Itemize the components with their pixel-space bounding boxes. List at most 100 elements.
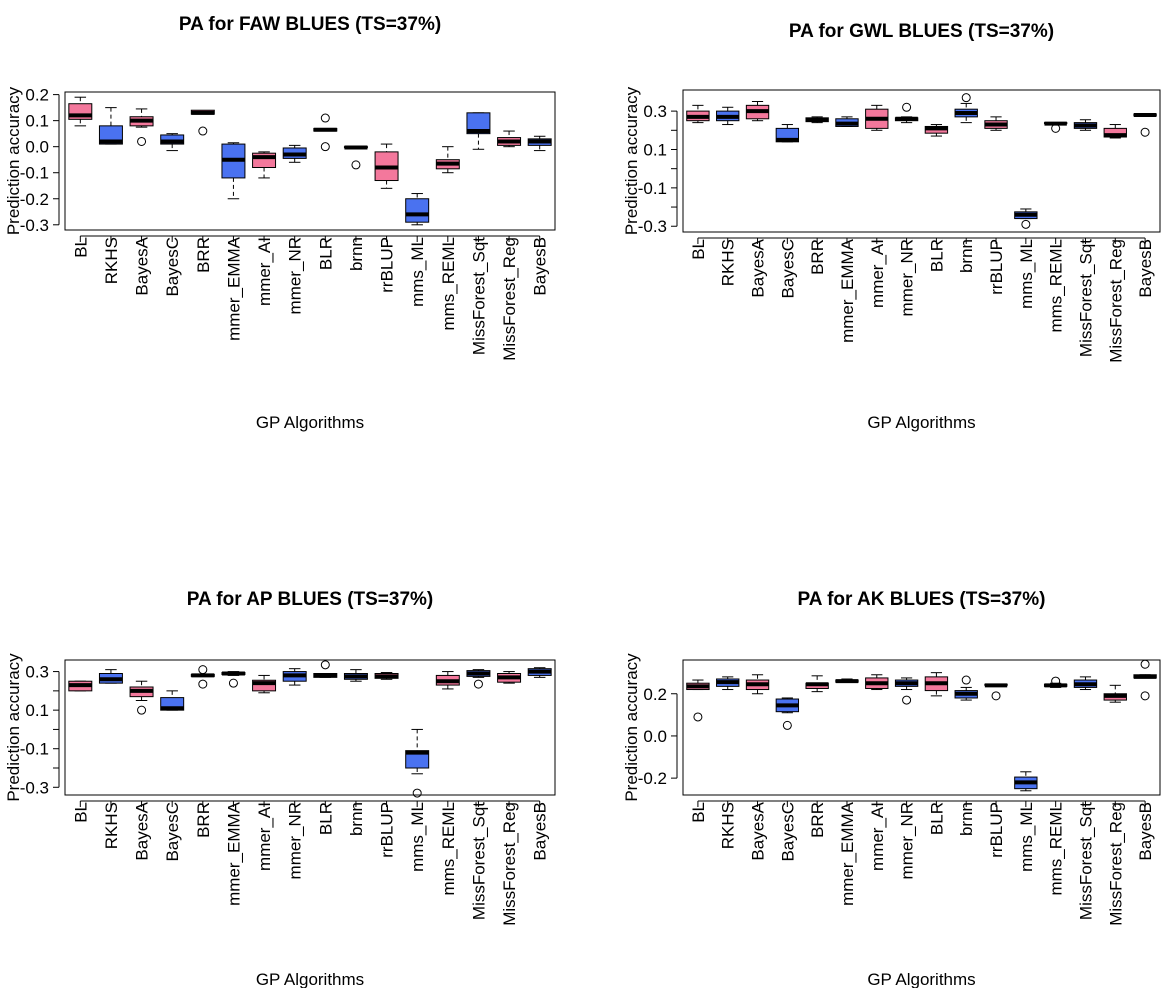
- x-tick-label: mms_ML: [1017, 239, 1036, 309]
- x-tick-label: BRR: [808, 239, 827, 275]
- y-tick-label: 0.3: [643, 102, 667, 121]
- y-tick-label: 0.1: [643, 140, 667, 159]
- x-tick-label: BayesA: [749, 801, 768, 860]
- chart-title: PA for AP BLUES (TS=37%): [187, 589, 434, 610]
- x-tick-label: BayesC: [778, 239, 797, 299]
- box-mmer_EMMA: [221, 671, 246, 688]
- x-tick-label: mms_REML: [1047, 239, 1066, 333]
- box-mmer_AI: [252, 674, 277, 694]
- y-tick-label: 0.0: [643, 727, 667, 746]
- x-tick-label: BRR: [194, 237, 213, 273]
- x-tick-label: BayesB: [531, 802, 550, 861]
- x-tick-label: MissForest_Reg: [1106, 802, 1125, 926]
- y-tick-label: 0.0: [25, 138, 49, 157]
- outlier-point: [198, 126, 208, 136]
- x-tick-label: rrBLUP: [378, 802, 397, 858]
- box-BLR: [924, 124, 949, 137]
- x-tick-label: BL: [689, 802, 708, 823]
- box-mmer_NR: [282, 668, 307, 686]
- chart-title: PA for AK BLUES (TS=37%): [798, 589, 1046, 610]
- box-MissForest_Sqt: [1073, 676, 1098, 691]
- x-tick-label: BayesC: [163, 237, 182, 297]
- box-MissForest_Sqt: [1073, 119, 1098, 131]
- x-tick-label: rrBLUP: [378, 237, 397, 293]
- x-axis-label: GP Algorithms: [867, 970, 975, 988]
- box-BRR: [190, 109, 215, 136]
- y-tick-label: -0.1: [638, 179, 667, 198]
- box-MissForest_Reg: [497, 130, 522, 148]
- y-tick-label: 0.2: [643, 685, 667, 704]
- box-mmer_EMMA: [835, 678, 859, 684]
- box-RKHS: [716, 106, 740, 126]
- box-BayesC: [160, 690, 185, 711]
- box-BRR: [190, 665, 215, 689]
- x-tick-label: rrBLUP: [987, 802, 1006, 858]
- box-BayesA: [129, 680, 154, 715]
- box-BayesA: [129, 108, 154, 146]
- box-rrBLUP: [984, 116, 1008, 131]
- outlier-point: [991, 691, 1001, 701]
- x-tick-label: RKHS: [102, 237, 121, 284]
- outlier-point: [1140, 691, 1150, 701]
- y-tick-label: 0.1: [25, 112, 49, 131]
- x-tick-label: BayesB: [1136, 239, 1155, 298]
- x-tick-label: BRR: [808, 802, 827, 838]
- box-BayesB: [527, 667, 552, 678]
- x-tick-label: mmer_NR: [898, 239, 917, 316]
- plot-frame: [682, 659, 1161, 796]
- x-tick-label: mms_REML: [439, 237, 458, 331]
- box-BayesC: [775, 697, 800, 730]
- box-BLR: [924, 672, 949, 697]
- x-tick-label: MissForest_Reg: [500, 802, 519, 926]
- box-BL: [686, 104, 710, 124]
- outlier-point: [320, 142, 330, 152]
- outlier-point: [693, 712, 703, 722]
- box-brnn: [343, 145, 368, 170]
- y-tick-label: 0.3: [25, 663, 49, 682]
- y-tick-label: -0.1: [20, 740, 49, 759]
- outlier-point: [1051, 123, 1061, 133]
- box-RKHS: [716, 676, 740, 691]
- box-iqr: [252, 679, 277, 692]
- x-tick-label: mmer_AI: [255, 237, 274, 306]
- x-tick-label: MissForest_Sqt: [1076, 239, 1095, 357]
- box-mms_REML: [1043, 676, 1068, 688]
- box-mmer_AI: [865, 104, 889, 131]
- y-tick-label: -0.3: [638, 217, 667, 236]
- box-mms_ML: [1014, 208, 1038, 229]
- box-brnn: [954, 93, 978, 124]
- x-tick-label: mmer_EMMA: [224, 236, 243, 341]
- x-axis-label: GP Algorithms: [256, 970, 364, 988]
- box-BL: [68, 680, 93, 692]
- y-tick-label: -0.2: [638, 769, 667, 788]
- x-tick-label: BayesA: [133, 236, 152, 295]
- x-tick-label: mmer_EMMA: [838, 801, 857, 906]
- x-tick-label: BL: [71, 802, 90, 823]
- box-BayesA: [745, 674, 770, 695]
- outlier-point: [1021, 219, 1031, 229]
- x-tick-label: mmer_NR: [286, 802, 305, 879]
- box-BayesB: [1133, 659, 1157, 701]
- x-tick-label: BLR: [316, 237, 335, 270]
- box-mmer_AI: [252, 151, 277, 179]
- box-MissForest_Reg: [497, 671, 522, 684]
- box-mms_REML: [435, 146, 460, 174]
- x-axis-label: GP Algorithms: [867, 413, 975, 432]
- outlier-point: [137, 136, 147, 146]
- outlier-point: [198, 679, 208, 689]
- chart-title: PA for FAW BLUES (TS=37%): [179, 14, 441, 35]
- box-brnn: [343, 669, 368, 682]
- y-axis-label: Prediction accuracy: [622, 86, 641, 235]
- chart-panel-4: PA for AK BLUES (TS=37%) -0.2 0.0 0.2Predic…: [622, 589, 1161, 989]
- x-tick-label: mmer_AI: [255, 802, 274, 871]
- x-tick-label: mmer_AI: [868, 802, 887, 871]
- x-tick-label: brnn: [347, 237, 366, 271]
- chart-title: PA for GWL BLUES (TS=37%): [789, 21, 1054, 42]
- box-BayesC: [160, 133, 185, 152]
- x-tick-label: RKHS: [102, 802, 121, 849]
- outlier-point: [412, 788, 422, 798]
- box-rrBLUP: [984, 683, 1008, 701]
- x-tick-label: mmer_NR: [286, 237, 305, 314]
- box-mmer_NR: [894, 677, 919, 705]
